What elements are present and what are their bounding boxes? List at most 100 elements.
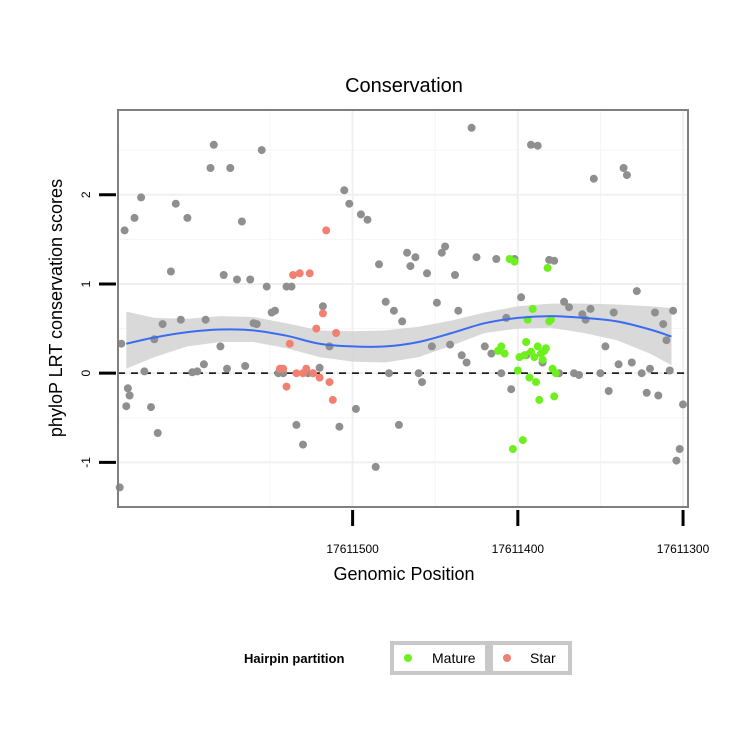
point-other <box>257 146 266 155</box>
point-other <box>226 164 235 172</box>
point-other <box>589 174 598 183</box>
smooth-line <box>126 315 672 348</box>
y-axis-ticks: -1 0 1 2 <box>79 191 116 468</box>
x-tick-label: 17611300 <box>657 542 710 556</box>
point-other <box>223 364 231 373</box>
point-mature <box>522 338 531 346</box>
confidence-band-layer <box>126 303 672 369</box>
point-mature <box>535 395 544 404</box>
point-other <box>403 248 412 257</box>
point-other <box>176 315 185 324</box>
point-other <box>389 306 398 315</box>
point-mature <box>546 315 555 324</box>
point-other <box>363 215 372 224</box>
x-axis-title: Genomic Position <box>333 564 474 584</box>
point-other <box>550 256 559 265</box>
point-other <box>158 320 167 329</box>
point-other <box>166 267 175 276</box>
point-other <box>662 336 671 345</box>
legend-key-star-box <box>489 641 572 675</box>
point-other <box>414 369 423 378</box>
point-other <box>432 298 441 307</box>
legend-key-mature <box>404 654 412 662</box>
point-mature <box>528 304 537 313</box>
point-other <box>292 420 301 429</box>
point-other <box>601 342 610 351</box>
point-other <box>381 297 390 306</box>
point-other <box>497 369 506 378</box>
point-other <box>345 199 354 208</box>
point-other <box>209 140 218 149</box>
point-other <box>454 306 463 315</box>
point-other <box>140 367 149 376</box>
point-other <box>609 308 618 317</box>
point-other <box>427 342 436 351</box>
point-other <box>375 260 383 269</box>
point-other <box>467 123 476 132</box>
point-other <box>659 320 668 329</box>
legend: Hairpin partition Mature Star <box>244 641 572 675</box>
point-other <box>356 210 365 219</box>
point-other <box>672 456 681 465</box>
point-star <box>332 329 341 337</box>
legend-label-star: Star <box>530 650 556 666</box>
data-points <box>115 123 687 492</box>
point-other <box>398 317 407 326</box>
y-tick-label: 2 <box>79 191 93 198</box>
point-mature <box>533 342 542 351</box>
point-other <box>325 342 334 351</box>
point-other <box>241 362 250 370</box>
point-star <box>328 395 337 404</box>
point-mature <box>541 344 550 353</box>
point-other <box>271 306 279 315</box>
y-tick-label: 1 <box>79 280 93 287</box>
point-mature <box>513 366 522 375</box>
y-tick-label: 0 <box>79 370 93 377</box>
point-other <box>237 217 246 226</box>
legend-title: Hairpin partition <box>244 651 344 666</box>
point-other <box>394 420 403 429</box>
point-other <box>651 308 659 317</box>
point-mature <box>532 378 540 387</box>
point-mature <box>550 392 559 401</box>
point-other <box>642 388 651 397</box>
point-other <box>351 404 360 413</box>
point-star <box>325 378 334 387</box>
point-other <box>632 287 641 296</box>
point-other <box>462 358 471 367</box>
point-other <box>246 275 255 284</box>
point-star <box>305 269 314 278</box>
point-other <box>371 462 380 471</box>
point-other <box>171 199 180 208</box>
point-other <box>233 275 241 284</box>
point-other <box>527 140 535 149</box>
y-axis-title: phyloP LRT conservation scores <box>46 179 66 437</box>
point-other <box>340 186 349 195</box>
x-tick-label: 17611500 <box>326 542 379 556</box>
point-other <box>446 340 455 349</box>
point-other <box>646 364 654 373</box>
point-star <box>279 364 288 373</box>
x-tick-label: 17611400 <box>492 542 545 556</box>
point-mature <box>520 351 529 360</box>
point-other <box>679 400 687 409</box>
chart-title: Conservation <box>345 75 463 97</box>
point-star <box>292 369 301 378</box>
point-other <box>122 402 131 411</box>
point-other <box>137 193 146 202</box>
point-other <box>669 306 678 315</box>
point-other <box>315 363 324 372</box>
point-other <box>117 339 126 348</box>
point-other <box>183 213 192 222</box>
point-other <box>575 371 583 379</box>
point-mature <box>497 342 506 351</box>
point-other <box>115 483 124 492</box>
x-axis-ticks: 17611500 17611400 17611300 <box>326 510 710 556</box>
point-mature <box>508 445 517 453</box>
point-other <box>418 378 426 387</box>
point-star <box>295 269 304 278</box>
point-other <box>147 403 155 412</box>
point-other <box>492 255 501 263</box>
point-star <box>289 271 298 279</box>
